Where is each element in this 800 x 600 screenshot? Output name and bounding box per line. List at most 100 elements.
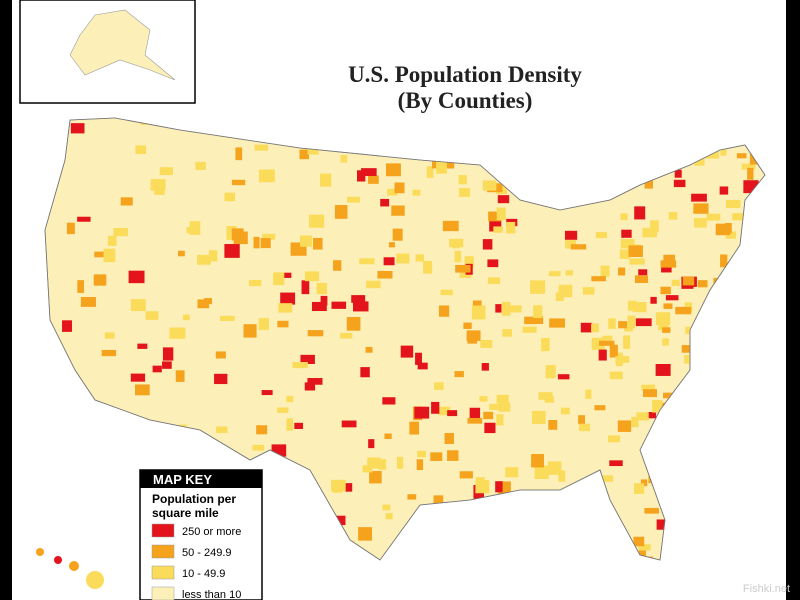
county — [655, 312, 671, 326]
county — [300, 354, 315, 364]
county — [431, 401, 440, 414]
county — [522, 326, 537, 333]
county — [273, 272, 285, 286]
county — [426, 166, 434, 178]
legend-title: square mile — [152, 506, 219, 520]
watermark: Fishki.net — [743, 583, 790, 595]
county — [417, 450, 426, 458]
county — [557, 374, 570, 380]
county — [629, 258, 645, 265]
county — [301, 235, 311, 242]
county — [482, 180, 497, 191]
county — [220, 315, 235, 321]
county — [154, 187, 165, 195]
county — [231, 179, 246, 186]
county — [627, 315, 636, 329]
county — [663, 303, 673, 309]
county — [248, 279, 262, 287]
county — [334, 205, 348, 219]
county — [458, 175, 467, 185]
county — [438, 406, 451, 416]
county — [488, 211, 502, 222]
county — [719, 186, 729, 195]
county — [347, 196, 360, 203]
county — [162, 347, 174, 361]
county — [506, 221, 516, 234]
county — [665, 295, 679, 301]
county — [538, 392, 553, 400]
county — [77, 216, 91, 222]
county — [301, 280, 310, 295]
county — [378, 459, 387, 470]
county — [585, 389, 592, 399]
county — [135, 145, 147, 154]
county — [467, 417, 483, 424]
county — [495, 481, 503, 493]
county — [128, 270, 145, 284]
county — [243, 324, 257, 338]
county — [215, 351, 226, 359]
county — [386, 163, 401, 177]
county — [633, 536, 645, 547]
county — [706, 213, 721, 221]
county — [638, 549, 646, 560]
county — [691, 193, 707, 202]
legend-label: 50 - 249.9 — [182, 547, 232, 559]
county — [600, 265, 610, 277]
county — [641, 384, 656, 391]
county — [307, 378, 323, 385]
county — [292, 362, 308, 369]
county — [130, 373, 146, 382]
county — [591, 276, 606, 282]
county — [548, 420, 558, 430]
county — [415, 254, 424, 262]
county — [351, 295, 366, 303]
county — [534, 465, 549, 479]
county — [531, 454, 544, 468]
county — [150, 179, 166, 191]
county — [650, 220, 659, 233]
county — [304, 271, 320, 282]
county — [620, 213, 628, 221]
county — [307, 146, 319, 155]
county — [178, 250, 185, 257]
legend-label: 250 or more — [182, 526, 241, 538]
county — [197, 254, 211, 265]
county — [706, 151, 719, 159]
county — [633, 483, 645, 494]
legend-swatch — [151, 523, 175, 538]
legend-label: less than 10 — [182, 589, 241, 600]
county — [725, 222, 732, 234]
county — [736, 153, 747, 159]
county — [286, 395, 294, 403]
county — [496, 414, 504, 426]
county — [423, 260, 433, 274]
county — [642, 227, 657, 238]
county — [319, 173, 332, 187]
county — [341, 420, 357, 428]
alaska — [69, 9, 176, 81]
county — [104, 332, 115, 339]
county — [62, 320, 72, 332]
county — [638, 269, 648, 276]
county — [377, 271, 393, 279]
county — [197, 299, 210, 309]
county — [400, 345, 414, 358]
county — [260, 238, 271, 249]
county — [615, 356, 630, 363]
legend-swatch — [151, 586, 175, 600]
title-line: U.S. Population Density — [348, 62, 582, 87]
county — [634, 275, 649, 283]
county — [487, 277, 501, 285]
county — [481, 363, 489, 371]
hawaii — [36, 548, 104, 589]
county — [331, 479, 346, 492]
county — [340, 332, 353, 339]
county — [169, 327, 186, 339]
county — [113, 228, 128, 237]
county — [135, 384, 150, 396]
county — [383, 257, 395, 266]
county — [497, 195, 510, 204]
county — [436, 161, 447, 174]
title-line: (By Counties) — [398, 88, 533, 113]
